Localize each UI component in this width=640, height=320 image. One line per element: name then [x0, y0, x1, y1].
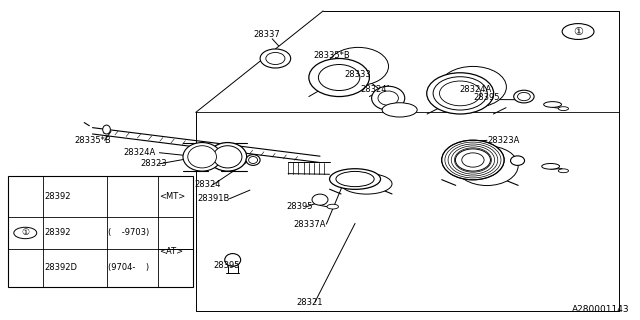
Ellipse shape	[541, 164, 559, 169]
Text: ①: ①	[573, 27, 583, 36]
Text: 28321: 28321	[296, 298, 323, 307]
Text: 28335*B: 28335*B	[75, 136, 111, 145]
Ellipse shape	[248, 156, 257, 164]
Text: 28324A: 28324A	[459, 85, 491, 94]
Ellipse shape	[188, 146, 216, 168]
Text: 28391B: 28391B	[198, 194, 230, 203]
Text: 28392D: 28392D	[45, 263, 77, 272]
Ellipse shape	[209, 142, 246, 171]
Ellipse shape	[518, 92, 531, 101]
Ellipse shape	[246, 155, 260, 165]
Circle shape	[14, 227, 36, 239]
Ellipse shape	[102, 125, 110, 134]
Ellipse shape	[543, 102, 561, 107]
Text: 28337A: 28337A	[293, 220, 326, 228]
Ellipse shape	[330, 169, 381, 189]
Text: 28324: 28324	[195, 180, 221, 189]
Ellipse shape	[427, 73, 493, 114]
Ellipse shape	[319, 65, 360, 91]
Text: 28392: 28392	[45, 228, 71, 237]
Ellipse shape	[382, 103, 417, 117]
Text: 28395: 28395	[287, 203, 314, 212]
Ellipse shape	[266, 52, 285, 65]
Ellipse shape	[341, 173, 392, 194]
Text: 28395: 28395	[473, 93, 499, 102]
Ellipse shape	[456, 149, 490, 171]
Text: 28324A: 28324A	[124, 148, 156, 157]
Text: 28323: 28323	[140, 159, 167, 168]
Text: 28392: 28392	[45, 192, 71, 201]
Ellipse shape	[440, 81, 481, 106]
Text: ①: ①	[21, 228, 29, 237]
Text: <AT>: <AT>	[159, 247, 183, 257]
Text: 28333: 28333	[344, 70, 371, 79]
Ellipse shape	[260, 49, 291, 68]
Ellipse shape	[183, 142, 221, 171]
Ellipse shape	[387, 105, 412, 115]
Ellipse shape	[514, 90, 534, 103]
Ellipse shape	[558, 107, 568, 110]
Ellipse shape	[558, 169, 568, 173]
Ellipse shape	[440, 67, 506, 108]
Text: (    -9703): ( -9703)	[108, 228, 149, 237]
Ellipse shape	[433, 77, 487, 110]
Ellipse shape	[312, 194, 328, 205]
Text: 28395: 28395	[214, 261, 240, 270]
Ellipse shape	[462, 153, 484, 167]
Text: 28337: 28337	[253, 29, 280, 39]
Bar	[8, 176, 193, 287]
Ellipse shape	[372, 86, 404, 110]
Ellipse shape	[336, 172, 374, 187]
Text: 28324: 28324	[360, 85, 387, 94]
Ellipse shape	[378, 91, 398, 105]
Ellipse shape	[327, 204, 339, 209]
Ellipse shape	[511, 156, 525, 165]
Text: <MT>: <MT>	[159, 192, 185, 201]
Text: 28335*B: 28335*B	[314, 52, 350, 60]
Text: A280001143: A280001143	[572, 305, 629, 314]
Ellipse shape	[328, 47, 388, 85]
Ellipse shape	[456, 146, 518, 186]
Circle shape	[562, 24, 594, 39]
Text: 28323A: 28323A	[487, 136, 519, 145]
Ellipse shape	[309, 59, 369, 97]
Text: (9704-    ): (9704- )	[108, 263, 149, 272]
Ellipse shape	[442, 140, 504, 180]
Ellipse shape	[213, 146, 242, 168]
Ellipse shape	[225, 253, 241, 266]
